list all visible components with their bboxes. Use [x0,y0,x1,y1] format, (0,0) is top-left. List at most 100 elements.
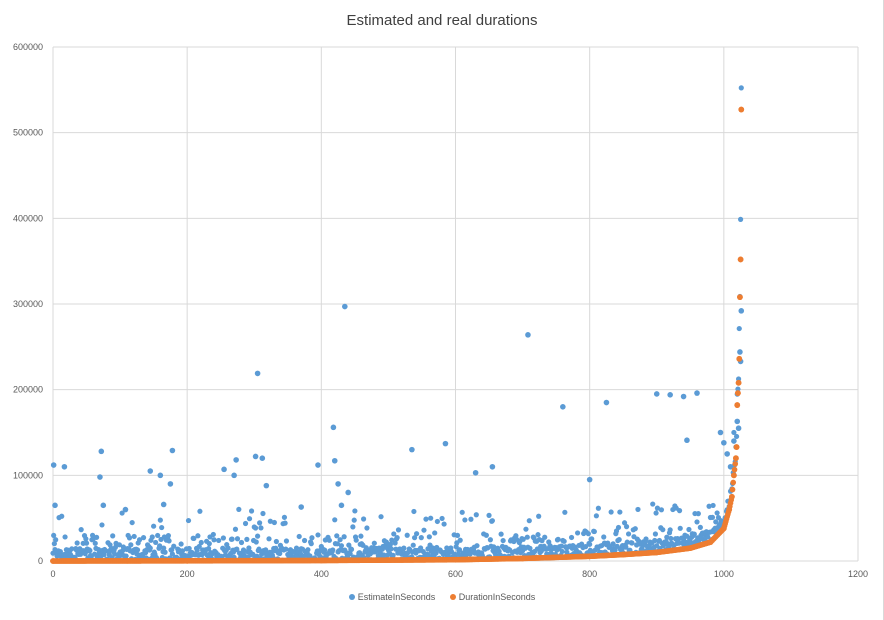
estimate-point [524,534,530,540]
estimate-point [623,544,629,550]
estimate-point [432,530,438,536]
estimate-point [100,502,107,509]
estimate-point [489,518,495,524]
estimate-point [653,391,660,397]
estimate-point [459,509,465,515]
estimate-point [246,545,252,551]
estimate-point [623,524,630,530]
duration-point [738,106,745,113]
estimate-point [426,534,432,540]
x-tick-label: 400 [314,569,329,579]
estimate-point [434,518,440,525]
estimate-point [342,303,348,310]
estimate-point [240,547,247,553]
estimate-point [322,547,328,553]
estimate-point [654,505,661,511]
estimate-point [169,447,176,454]
estimate-point [131,533,137,540]
duration-point [318,557,325,564]
estimate-point [442,440,449,447]
estimate-point [283,546,289,552]
estimate-point [694,390,700,396]
estimate-point [523,526,529,532]
estimate-point [735,386,741,392]
estimate-point [178,541,184,547]
estimate-point [166,538,172,544]
estimate-point [616,537,622,543]
duration-point [620,551,627,558]
estimate-point [472,469,479,476]
estimate-point [381,552,387,558]
estimate-point [233,457,239,463]
estimate-point [404,532,410,538]
estimate-point [122,506,129,513]
estimate-point [101,552,107,558]
estimate-point [474,543,480,549]
duration-point [519,555,526,562]
estimate-point [667,392,673,398]
estimate-point [462,517,468,523]
estimate-point [62,534,68,540]
duration-point [452,556,459,563]
estimate-point [216,537,222,544]
estimate-point [282,520,288,526]
estimate-point [281,514,288,520]
estimate-point [562,509,568,515]
estimate-point [686,526,692,533]
y-tick-label: 400000 [13,213,43,223]
estimate-point [348,546,355,552]
estimate-point [257,520,263,526]
estimate-point [684,533,690,539]
duration-point [687,545,694,552]
estimate-point [308,541,314,547]
estimate-point [418,545,424,551]
estimate-point [83,540,90,546]
estimate-point [731,438,737,444]
estimate-point [293,545,300,551]
estimate-point [309,535,315,541]
estimate-point [525,332,531,338]
estimate-point [129,519,135,526]
estimate-point [595,505,601,511]
estimate-point [390,552,396,558]
estimate-point [347,551,353,557]
duration-point [730,472,737,479]
estimate-point [483,532,489,538]
duration-point [720,525,727,532]
estimate-point [161,545,167,551]
legend-label-estimate: EstimateInSeconds [357,592,436,602]
estimate-point [603,399,610,406]
estimate-point [255,533,261,539]
estimate-point [526,518,532,524]
estimate-point [697,524,703,530]
estimate-point [394,535,400,541]
estimate-point [234,546,240,552]
estimate-point [194,547,200,553]
estimate-point [53,537,59,543]
estimate-point [149,534,155,540]
estimate-point [330,424,337,431]
estimate-point [738,308,745,314]
estimate-point [559,548,565,555]
estimate-point [232,526,239,532]
estimate-point [171,543,177,549]
estimate-point [527,545,533,551]
estimate-point [608,509,614,515]
estimate-point [428,515,434,521]
estimate-point [238,539,245,546]
estimate-point [487,537,493,543]
estimate-point [624,539,630,545]
estimate-point [731,429,737,436]
estimate-point [191,535,197,542]
estimate-point [439,515,445,522]
estimate-point [388,546,394,552]
estimate-point [160,501,167,508]
estimate-point [211,537,217,543]
estimate-point [583,544,589,550]
estimate-point [705,534,711,540]
duration-point [653,549,660,556]
estimate-point [82,551,88,557]
estimate-point [338,502,345,509]
estimate-point [360,516,367,522]
